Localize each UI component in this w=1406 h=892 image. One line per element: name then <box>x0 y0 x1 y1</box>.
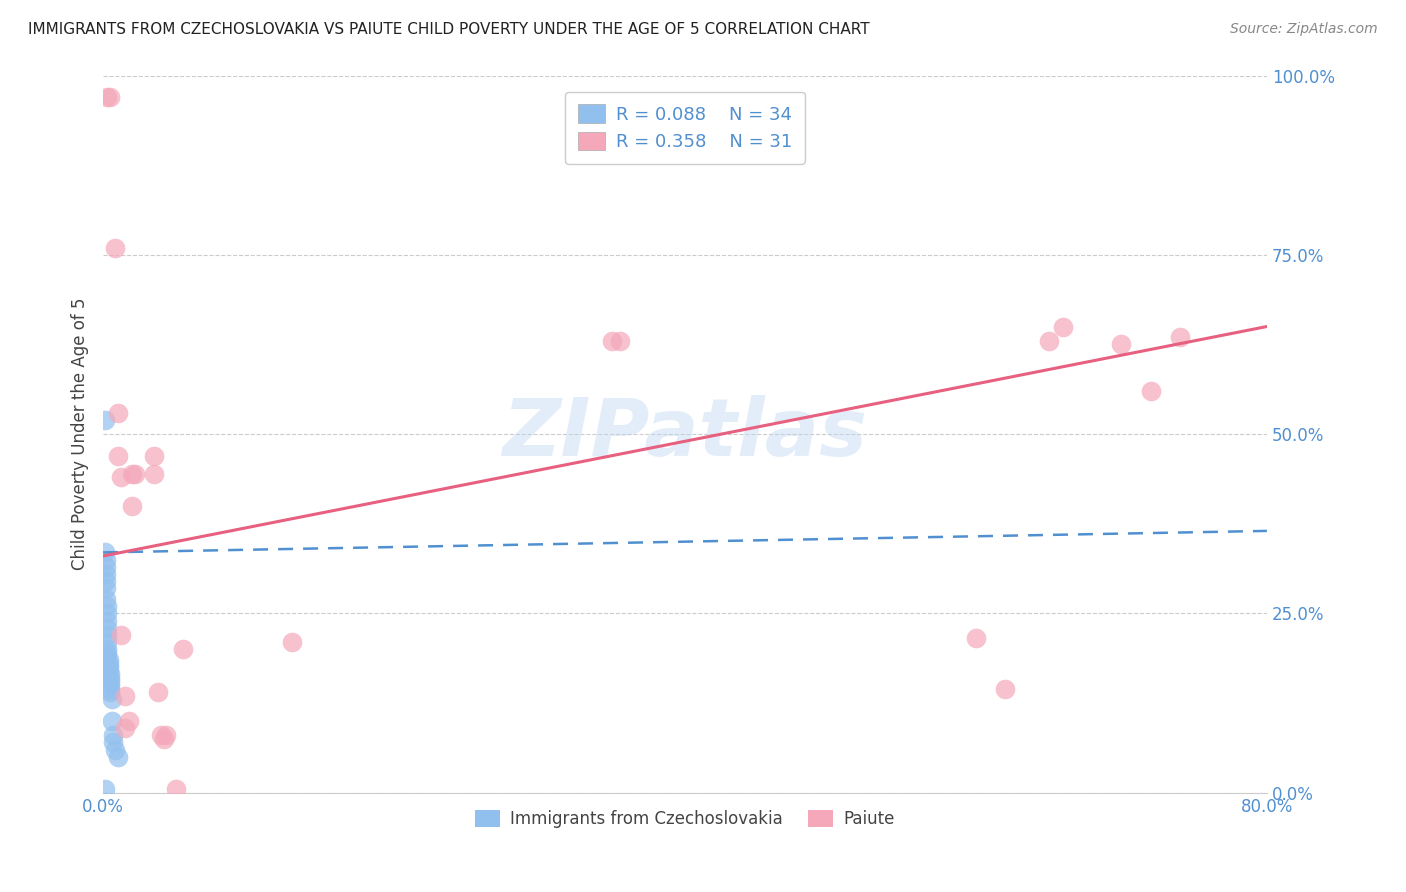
Point <box>96 646 118 660</box>
Point <box>101 714 124 728</box>
Point <box>100 674 122 689</box>
Point <box>107 406 129 420</box>
Point <box>150 728 173 742</box>
Point <box>148 685 170 699</box>
Point <box>609 334 631 348</box>
Point <box>94 592 117 607</box>
Point <box>96 614 118 628</box>
Text: Source: ZipAtlas.com: Source: ZipAtlas.com <box>1230 22 1378 37</box>
Point <box>118 714 141 728</box>
Point <box>165 782 187 797</box>
Point <box>96 642 118 657</box>
Point <box>97 653 120 667</box>
Point <box>94 574 117 588</box>
Point <box>121 467 143 481</box>
Point <box>94 559 117 574</box>
Point <box>994 681 1017 696</box>
Point <box>93 545 115 559</box>
Point <box>94 552 117 566</box>
Point <box>281 635 304 649</box>
Legend: Immigrants from Czechoslovakia, Paiute: Immigrants from Czechoslovakia, Paiute <box>468 803 901 835</box>
Text: IMMIGRANTS FROM CZECHOSLOVAKIA VS PAIUTE CHILD POVERTY UNDER THE AGE OF 5 CORREL: IMMIGRANTS FROM CZECHOSLOVAKIA VS PAIUTE… <box>28 22 870 37</box>
Point <box>100 685 122 699</box>
Point <box>100 678 122 692</box>
Point <box>143 449 166 463</box>
Point <box>103 735 125 749</box>
Point <box>103 728 125 742</box>
Point <box>1038 334 1060 348</box>
Point <box>143 467 166 481</box>
Point <box>155 728 177 742</box>
Text: ZIPatlas: ZIPatlas <box>502 395 868 473</box>
Point <box>104 241 127 255</box>
Point <box>107 749 129 764</box>
Point <box>1052 319 1074 334</box>
Point <box>114 689 136 703</box>
Point <box>600 334 623 348</box>
Point <box>96 649 118 664</box>
Point <box>96 607 118 621</box>
Point <box>96 628 118 642</box>
Point <box>100 667 122 681</box>
Point <box>100 671 122 685</box>
Point <box>100 681 122 696</box>
Point <box>96 621 118 635</box>
Point <box>1139 384 1161 398</box>
Point <box>96 599 118 614</box>
Point <box>97 664 120 678</box>
Point <box>96 635 118 649</box>
Point <box>172 642 194 657</box>
Point <box>93 413 115 427</box>
Point <box>153 731 176 746</box>
Y-axis label: Child Poverty Under the Age of 5: Child Poverty Under the Age of 5 <box>72 298 89 570</box>
Point <box>114 721 136 735</box>
Point <box>1111 337 1133 351</box>
Point <box>96 90 118 104</box>
Point <box>124 467 146 481</box>
Point <box>101 692 124 706</box>
Point <box>1168 330 1191 344</box>
Point <box>121 499 143 513</box>
Point <box>94 566 117 581</box>
Point <box>97 657 120 671</box>
Point <box>110 628 132 642</box>
Point <box>100 90 122 104</box>
Point <box>104 742 127 756</box>
Point <box>107 449 129 463</box>
Point <box>965 632 987 646</box>
Point <box>97 660 120 674</box>
Point <box>94 581 117 595</box>
Point <box>110 470 132 484</box>
Point <box>93 782 115 797</box>
